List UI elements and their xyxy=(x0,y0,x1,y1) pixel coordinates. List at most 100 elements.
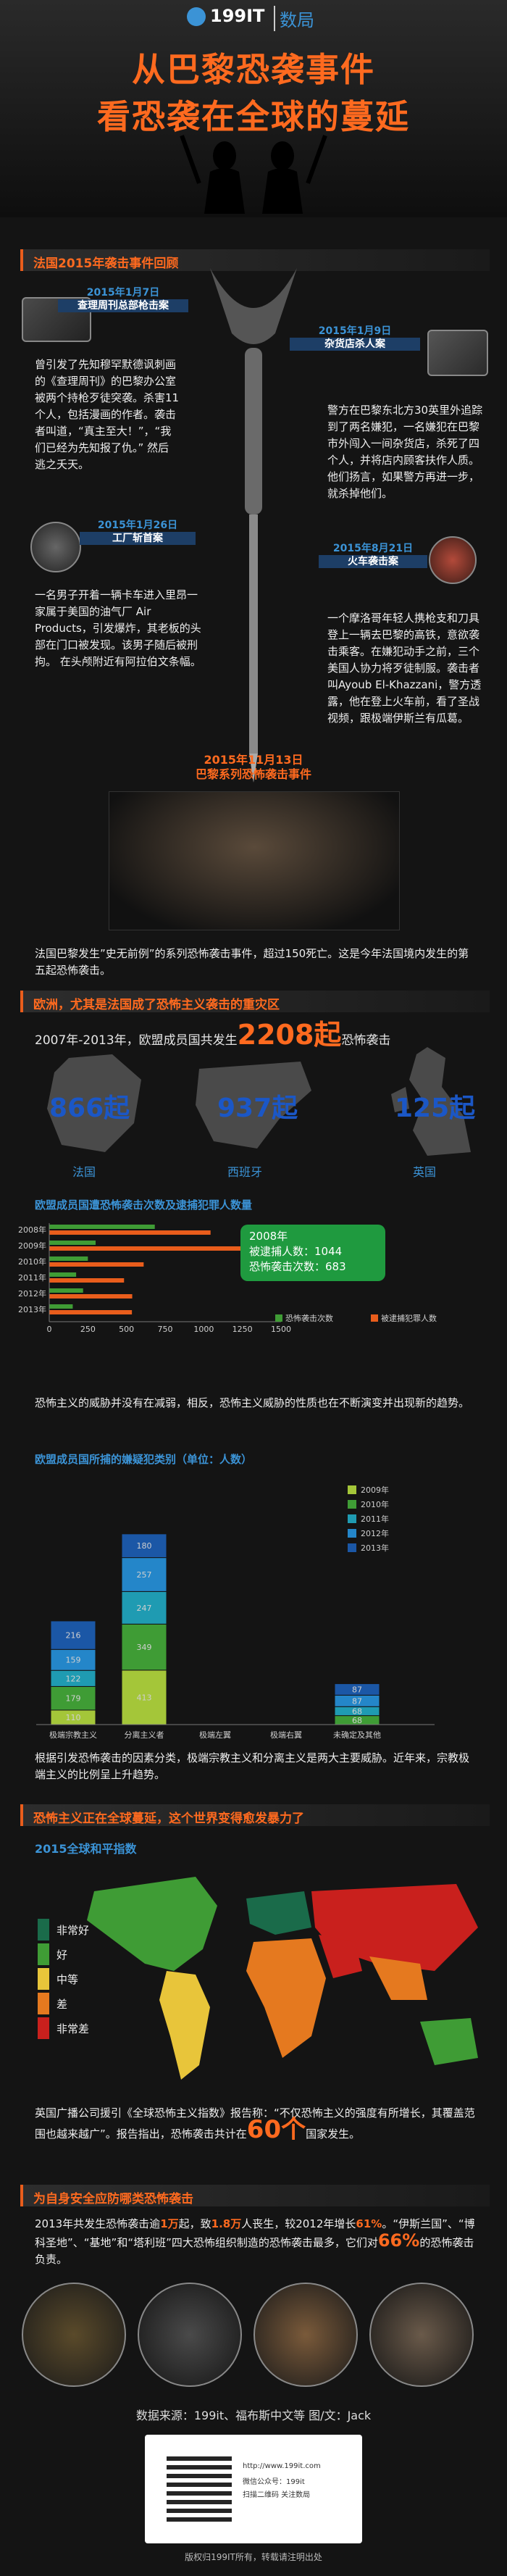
header: 199IT 数局 从巴黎恐袭事件 看恐袭在全球的蔓延 xyxy=(0,0,507,217)
legend-label: 非常好 xyxy=(56,1924,90,1937)
segment-value-label: 257 xyxy=(137,1570,152,1580)
footer-site[interactable]: http://www.199it.com xyxy=(243,2462,321,2470)
event1-name: 查理周刊总部枪击案 xyxy=(58,299,188,312)
footer-copyright: 版权归199IT所有，转载请注明出处 xyxy=(185,2552,322,2562)
page-title-line1: 从巴黎恐袭事件 xyxy=(132,50,375,89)
legend-label: 差 xyxy=(56,1998,68,2011)
event5-name: 巴黎系列恐怖袭击事件 xyxy=(195,767,311,781)
bar-arrests xyxy=(49,1262,144,1267)
france-map-icon xyxy=(47,1054,141,1152)
event4-text: 一个摩洛哥年轻人携枪支和刀具登上一辆去巴黎的高铁，意欲袭击乘客。在嫌犯动手之前，… xyxy=(327,612,482,725)
group-photo-2 xyxy=(138,2283,242,2387)
x-tick-label: 750 xyxy=(158,1325,173,1334)
y-tick-label: 2011年 xyxy=(18,1272,46,1283)
chart1-callout: 2008年 被逮捕人数：1044 恐怖袭击次数：683 xyxy=(240,1225,385,1281)
chart2-title: 欧盟成员国所捕的嫌疑犯类别（单位：人数） xyxy=(35,1453,253,1466)
gti-country-count: 60个 xyxy=(246,2115,306,2144)
segment-value-label: 413 xyxy=(137,1693,152,1702)
legend-item: 差 xyxy=(38,1993,139,2014)
section4-header: 为自身安全应防哪类恐怖袭击 xyxy=(20,2185,490,2206)
legend-label: 2012年 xyxy=(361,1528,389,1538)
event3-name: 工厂斩首案 xyxy=(80,532,196,545)
x-tick-label: 1500 xyxy=(271,1325,291,1334)
chart1-title: 欧盟成员国遭恐怖袭击次数及逮捕犯罪人数量 xyxy=(35,1199,253,1212)
stack-segment xyxy=(121,1533,167,1559)
segment-value-label: 180 xyxy=(137,1541,152,1551)
footer-scan: 扫描二维码 关注数局 xyxy=(243,2491,311,2499)
event2-text: 警方在巴黎东北方30英里外追踪到了两名嫌犯，一名嫌犯在巴黎市外闯入一间杂货店，杀… xyxy=(327,404,483,500)
uk-value: 125起 xyxy=(395,1093,476,1123)
x-tick-label: 0 xyxy=(47,1325,52,1334)
stack-segment xyxy=(50,1648,96,1671)
event1-text: 曾引发了先知穆罕默德讽刺画的《查理周刊》的巴黎办公室被两个持枪歹徒突袭。杀害11… xyxy=(35,358,180,471)
continents xyxy=(87,1877,478,2080)
france-label: 法国 xyxy=(72,1165,96,1179)
legend-label: 2010年 xyxy=(361,1499,389,1509)
segment-value-label: 159 xyxy=(66,1656,81,1665)
group-photo-1 xyxy=(22,2283,126,2387)
bar-attacks xyxy=(49,1288,83,1293)
callout-attacks: 恐怖袭击次数：683 xyxy=(249,1260,346,1273)
legend-swatch xyxy=(38,2017,49,2039)
x-tick-label: 1250 xyxy=(232,1325,253,1334)
section4-text: 2013年共发生恐怖袭击逾1万起，致1.8万人丧生，较2012年增长61%。“伊… xyxy=(35,2217,475,2266)
segment-value-label: 122 xyxy=(66,1674,81,1683)
chart2-note: 根据引发恐怖袭击的因素分类，极端宗教主义和分离主义是两大主要威胁。近年来，宗教极… xyxy=(35,1751,470,1781)
x-tick-label: 250 xyxy=(80,1325,96,1334)
qr-code-icon xyxy=(167,2456,232,2522)
legend-swatch xyxy=(38,1943,49,1965)
legend-label: 中等 xyxy=(56,1973,79,1986)
source-line: 数据来源：199it、福布斯中文等 图/文：Jack xyxy=(135,2409,372,2422)
event1-date: 2015年1月7日 xyxy=(86,287,160,299)
gti-text-suffix: 国家发生。 xyxy=(306,2127,361,2141)
stack-segment xyxy=(121,1623,167,1671)
y-tick-label: 2012年 xyxy=(18,1288,46,1299)
dart-icon xyxy=(210,268,297,783)
segment-value-label: 87 xyxy=(352,1685,362,1694)
legend-label: 2013年 xyxy=(361,1543,389,1553)
event5-date: 2015年11月13日 xyxy=(204,753,303,767)
event3-text: 一名男子开着一辆卡车进入里昂一家属于美国的油气厂 Air Products，引发… xyxy=(35,588,201,668)
uk-map-icon xyxy=(391,1047,471,1156)
world-peace-map xyxy=(87,1877,478,2080)
footer-card: http://www.199it.com 微信公众号：199it 扫描二维码 关… xyxy=(145,2435,362,2543)
event4-date: 2015年8月21日 xyxy=(332,543,414,554)
event4-name: 火车袭击案 xyxy=(319,555,427,568)
bar-arrests xyxy=(49,1294,133,1299)
section3-header: 恐怖主义正在全球蔓延，这个世界变得愈发暴力了 xyxy=(20,1804,490,1826)
event2-date: 2015年1月9日 xyxy=(318,325,392,337)
callout-arrests: 被逮捕人数：1044 xyxy=(249,1245,343,1258)
legend-item: 中等 xyxy=(38,1968,139,1990)
event5-text: 法国巴黎发生”史无前例”的系列恐怖袭击事件，超过150死亡。这是今年法国境内发生… xyxy=(35,947,469,977)
stack-segment xyxy=(50,1620,96,1650)
attack-total-line: 2007年-2013年，欧盟成员国共发生2208起恐怖袭击 xyxy=(35,1020,390,1055)
bar-arrests xyxy=(49,1246,266,1251)
category-label: 未确定及其他 xyxy=(333,1730,381,1740)
segment-value-label: 68 xyxy=(352,1706,362,1716)
legend-swatch xyxy=(275,1314,282,1322)
y-tick-label: 2009年 xyxy=(18,1241,46,1251)
y-tick-label: 2013年 xyxy=(18,1304,46,1314)
segment-value-label: 349 xyxy=(137,1643,152,1652)
group-photo-3 xyxy=(254,2283,358,2387)
legend-label: 非常差 xyxy=(56,2022,90,2035)
suspects-category-chart: 110 179 122 159 216 极端宗教主义 413 349 247 257 180 分离主义… xyxy=(36,1485,435,1740)
legend-swatch xyxy=(348,1500,356,1509)
bar-attacks xyxy=(49,1225,155,1229)
footer-wechat: 微信公众号：199it xyxy=(243,2478,305,2486)
event2-name: 杂货店杀人案 xyxy=(290,338,420,351)
segment-value-label: 179 xyxy=(66,1694,81,1704)
x-tick-label: 1000 xyxy=(193,1325,214,1334)
gunmen-silhouette-icon xyxy=(180,135,327,214)
logo-sub: 数局 xyxy=(274,6,314,31)
stack-segment xyxy=(121,1591,167,1625)
event4-photo xyxy=(429,536,477,584)
y-tick-label: 2010年 xyxy=(18,1256,46,1267)
x-tick-label: 500 xyxy=(119,1325,134,1334)
legend-swatch xyxy=(371,1314,378,1322)
legend-swatch xyxy=(348,1543,356,1552)
legend-swatch xyxy=(38,1993,49,2014)
legend-item: 非常差 xyxy=(38,2017,139,2039)
bar-attacks xyxy=(49,1304,73,1309)
legend-label: 2011年 xyxy=(361,1514,389,1524)
